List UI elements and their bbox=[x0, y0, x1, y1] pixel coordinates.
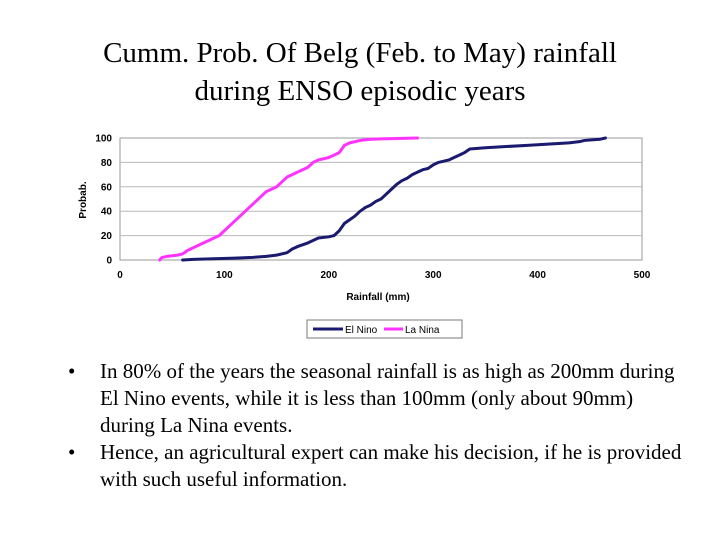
series-lines bbox=[158, 136, 607, 262]
cumulative-probability-chart: 0 20 40 60 80 100 0 100 200 300 400 500 Probab. Ra… bbox=[78, 134, 651, 339]
y-tick-label: 100 bbox=[95, 134, 112, 145]
x-tick-labels: 0 100 200 300 400 500 bbox=[117, 270, 651, 281]
series-line-la-nina bbox=[158, 136, 420, 262]
y-tick-label: 20 bbox=[101, 231, 113, 242]
bullet-marker: • bbox=[68, 359, 76, 383]
y-tick-label: 40 bbox=[101, 207, 113, 218]
bullet-text-1: In 80% of the years the seasonal rainfal… bbox=[100, 359, 675, 437]
x-tick-label: 300 bbox=[425, 270, 442, 281]
y-tick-label: 0 bbox=[106, 256, 112, 267]
legend: El Nino La Nina bbox=[306, 319, 463, 339]
slide-title: Cumm. Prob. Of Belg (Feb. to May) rainfa… bbox=[0, 34, 720, 110]
slide-title-line-2: during ENSO episodic years bbox=[194, 75, 526, 107]
y-tick-label: 60 bbox=[101, 182, 113, 193]
x-tick-label: 500 bbox=[634, 270, 651, 281]
bullet-item: • In 80% of the years the seasonal rainf… bbox=[68, 358, 688, 439]
x-tick-label: 200 bbox=[320, 270, 337, 281]
bullet-text-2: Hence, an agricultural expert can make h… bbox=[100, 440, 682, 491]
series-line-el-nino bbox=[181, 136, 607, 262]
y-tick-label: 80 bbox=[101, 158, 113, 169]
bullet-list: • In 80% of the years the seasonal rainf… bbox=[68, 358, 688, 493]
x-axis-label: Rainfall (mm) bbox=[346, 292, 409, 303]
y-tick-labels: 0 20 40 60 80 100 bbox=[95, 134, 112, 267]
x-tick-label: 0 bbox=[117, 270, 123, 281]
x-tick-label: 100 bbox=[216, 270, 233, 281]
grid-lines bbox=[120, 161, 642, 237]
legend-label-el-nino: El Nino bbox=[345, 325, 378, 336]
bullet-marker: • bbox=[68, 440, 76, 464]
y-axis-label: Probab. bbox=[78, 181, 89, 218]
slide-title-line-1: Cumm. Prob. Of Belg (Feb. to May) rainfa… bbox=[103, 37, 617, 69]
bullet-item: • Hence, an agricultural expert can make… bbox=[68, 439, 688, 493]
legend-label-la-nina: La Nina bbox=[405, 325, 440, 336]
x-tick-label: 400 bbox=[529, 270, 546, 281]
